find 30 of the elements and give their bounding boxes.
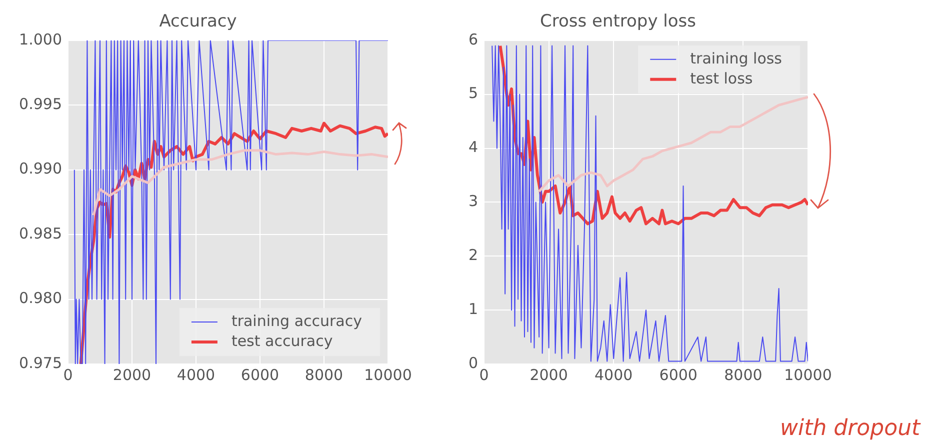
y-tick-label: 3 [468,192,478,210]
text: with dropout [780,416,920,441]
chart-title: Accuracy [159,12,237,32]
y-tick-label: 0.980 [19,289,62,308]
y-tick-label: 5 [468,84,478,102]
y-tick-label: 0.995 [19,95,62,114]
x-tick-label: 8000 [304,366,344,384]
x-tick-label: 4000 [176,366,216,384]
y-tick-label: 0.975 [19,354,62,372]
y-tick-label: 6 [468,30,478,48]
legend-label: test accuracy [231,332,333,350]
x-tick-label: 4000 [594,366,633,384]
chart-title: Cross entropy loss [540,12,696,32]
y-tick-label: 0.990 [19,160,62,178]
x-tick-label: 6000 [240,366,280,384]
legend-label: training accuracy [231,312,362,330]
y-tick-label: 1 [468,300,478,318]
x-tick-label: 10000 [784,366,832,384]
x-tick-label: 6000 [659,366,698,384]
y-tick-label: 0 [468,354,478,372]
x-tick-label: 10000 [364,366,412,384]
legend-label: training loss [690,49,782,68]
y-tick-label: 4 [468,138,478,156]
x-tick-label: 2000 [112,366,152,384]
x-tick-label: 2000 [530,366,568,384]
y-tick-label: 2 [468,246,478,264]
x-tick-label: 8000 [724,366,762,384]
y-tick-label: 0.985 [19,224,62,242]
legend-label: test loss [690,69,753,88]
y-tick-label: 1.000 [19,30,62,48]
